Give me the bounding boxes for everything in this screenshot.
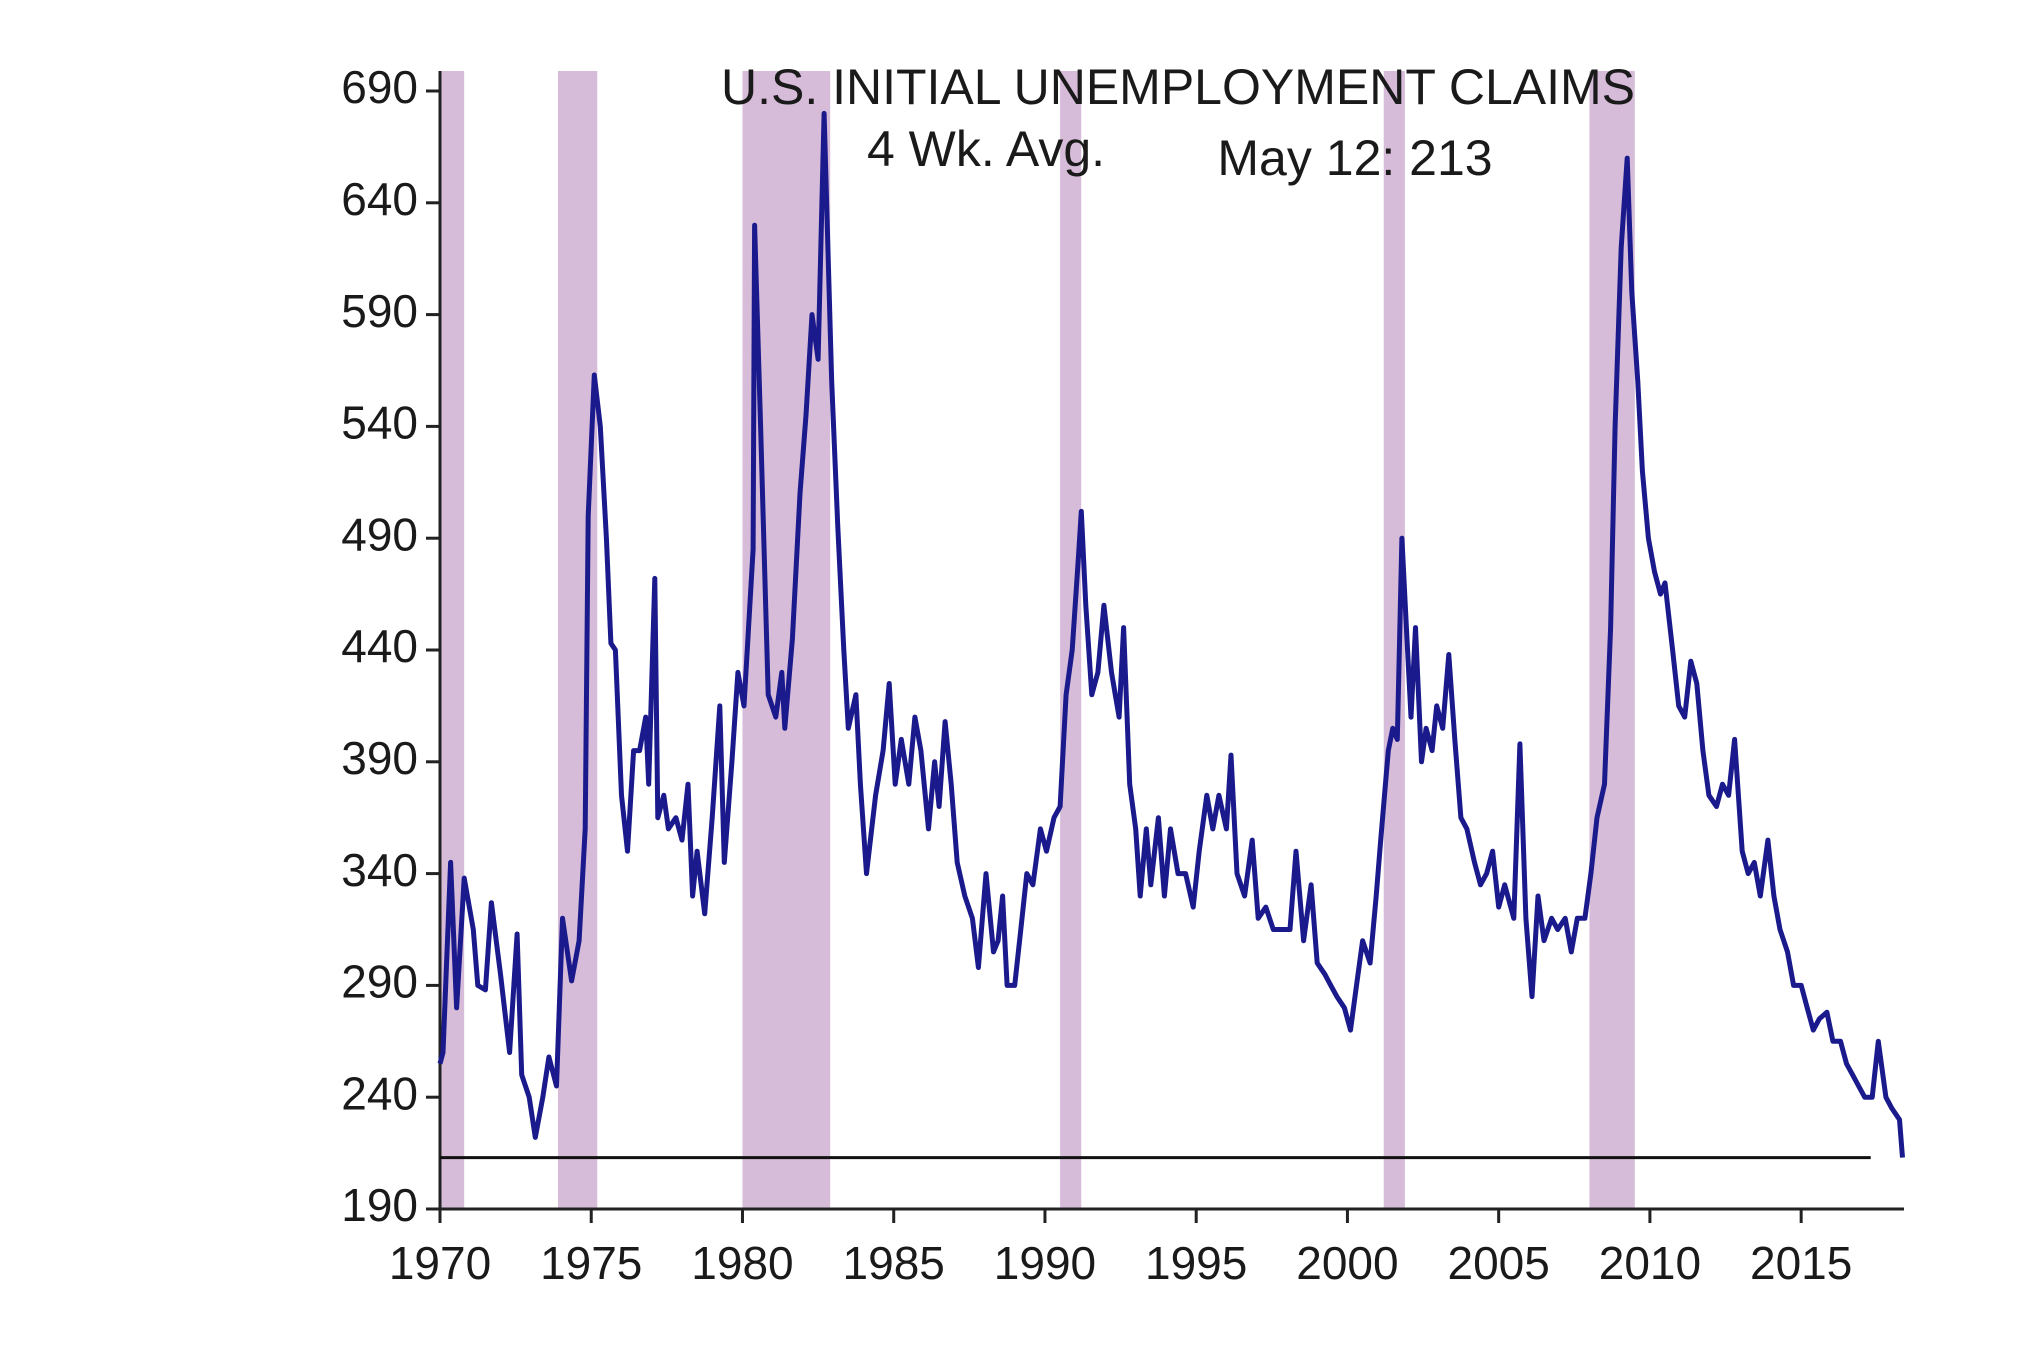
y-tick-label: 290 [341, 956, 418, 1008]
series-line [437, 110, 1905, 1158]
x-tick-label: 2015 [1750, 1237, 1852, 1289]
annotation: May 12: 213 [1217, 130, 1492, 186]
y-tick-label: 390 [341, 732, 418, 784]
axes: 190 240 290 340 390 440 490 540 590 640 690 1970 197… [341, 61, 1904, 1289]
x-tick-label: 1990 [994, 1237, 1096, 1289]
recession-band [557, 71, 598, 1209]
x-tick-label: 1975 [540, 1237, 642, 1289]
y-tick-label: 590 [341, 285, 418, 337]
y-tick-label: 340 [341, 844, 418, 896]
y-tick-label: 240 [341, 1067, 418, 1119]
y-tick-label: 690 [341, 61, 418, 113]
recession-band [1383, 71, 1405, 1209]
chart-subtitle: 4 Wk. Avg. [867, 121, 1105, 177]
x-tick-label: 2010 [1599, 1237, 1701, 1289]
y-tick-label: 490 [341, 508, 418, 560]
x-tick-label: 2000 [1296, 1237, 1398, 1289]
x-tick-label: 2005 [1448, 1237, 1550, 1289]
plot [437, 110, 1905, 1160]
y-tick-label: 640 [341, 173, 418, 225]
recession-bands [440, 71, 1635, 1209]
y-tick-label: 440 [341, 620, 418, 672]
x-tick-label: 1980 [691, 1237, 793, 1289]
x-tick-label: 1985 [843, 1237, 945, 1289]
y-tick-label: 540 [341, 397, 418, 449]
chart-title: U.S. INITIAL UNEMPLOYMENT CLAIMS [721, 59, 1635, 115]
x-tick-label: 1970 [389, 1237, 491, 1289]
x-tick-label: 1995 [1145, 1237, 1247, 1289]
y-tick-label: 190 [341, 1179, 418, 1231]
